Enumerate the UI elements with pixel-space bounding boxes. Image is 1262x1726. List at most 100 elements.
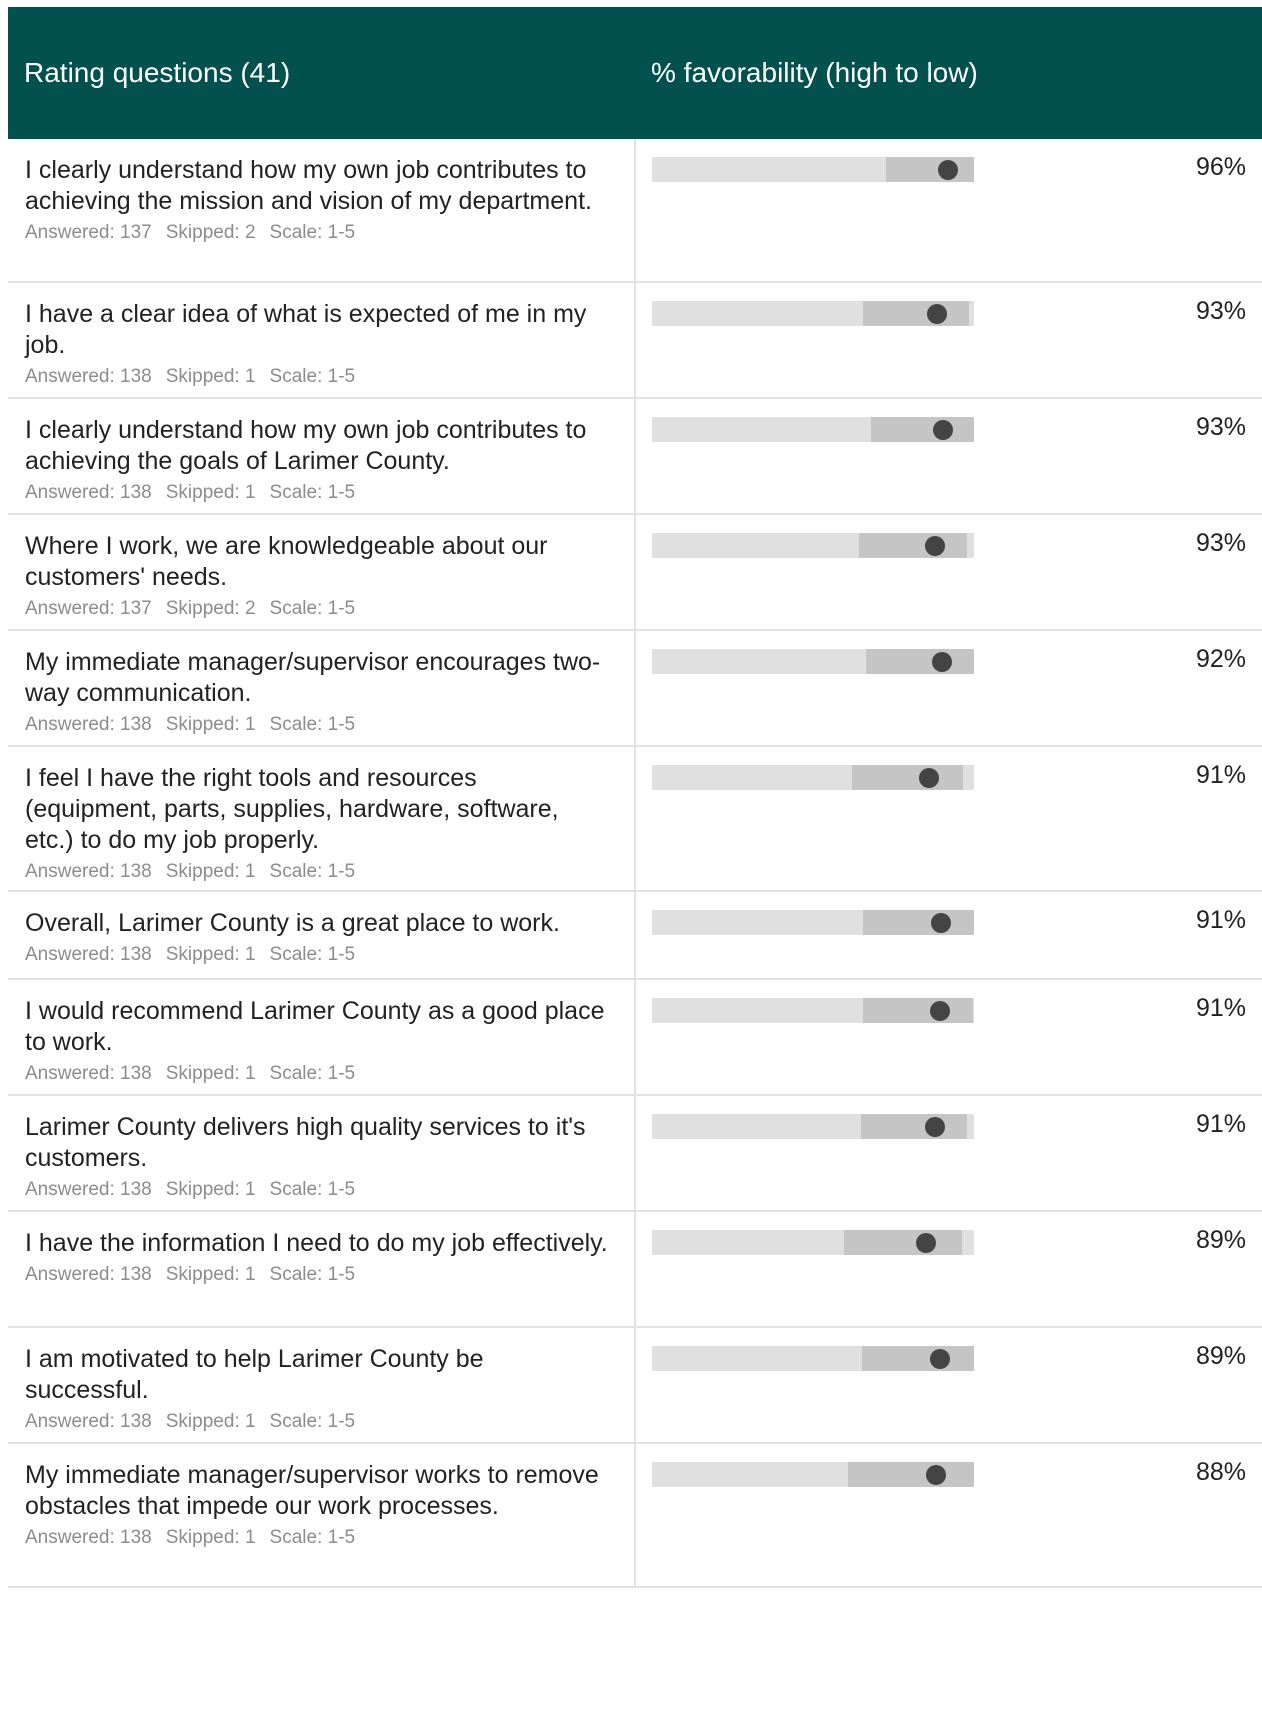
- question-text: I am motivated to help Larimer County be…: [25, 1345, 484, 1404]
- question-cell: I clearly understand how my own job cont…: [8, 399, 636, 513]
- question-meta: Answered: 138 Skipped: 1 Scale: 1-5: [25, 481, 614, 505]
- table-row: My immediate manager/supervisor works to…: [8, 1444, 1262, 1588]
- skipped-count: Skipped: 1: [165, 482, 256, 503]
- skipped-count: Skipped: 1: [165, 714, 256, 735]
- question-cell: My immediate manager/supervisor works to…: [8, 1444, 636, 1586]
- favorability-bar-track: [652, 301, 974, 326]
- table-row: My immediate manager/supervisor encourag…: [8, 631, 1262, 747]
- question-cell: My immediate manager/supervisor encourag…: [8, 631, 636, 745]
- question-meta: Answered: 138 Skipped: 1 Scale: 1-5: [25, 1178, 614, 1202]
- favorability-bar-range: [861, 1346, 974, 1371]
- skipped-count: Skipped: 2: [165, 222, 256, 243]
- skipped-count: Skipped: 1: [165, 1179, 256, 1200]
- question-cell: Larimer County delivers high quality ser…: [8, 1096, 636, 1210]
- favorability-percent: 91%: [1195, 906, 1246, 934]
- favorability-dot: [930, 1348, 951, 1369]
- favorability-percent: 91%: [1195, 761, 1246, 789]
- question-text: Larimer County delivers high quality ser…: [25, 1113, 586, 1172]
- question-cell: Overall, Larimer County is a great place…: [8, 892, 636, 978]
- favorability-percent: 92%: [1195, 645, 1246, 673]
- table-row: I have the information I need to do my j…: [8, 1212, 1262, 1328]
- scale-count: Scale: 1-5: [269, 482, 356, 503]
- skipped-count: Skipped: 1: [165, 944, 256, 965]
- favorability-bar-range: [862, 910, 974, 935]
- favorability-cell: 91%: [636, 747, 1262, 890]
- favorability-dot: [926, 1464, 947, 1485]
- answered-count: Answered: 138: [25, 714, 152, 735]
- scale-count: Scale: 1-5: [269, 1179, 356, 1200]
- favorability-percent: 91%: [1195, 994, 1246, 1022]
- question-meta: Answered: 138 Skipped: 1 Scale: 1-5: [25, 1526, 614, 1550]
- favorability-bar-track: [652, 1462, 974, 1487]
- answered-count: Answered: 138: [25, 1411, 152, 1432]
- favorability-column-header: % favorability (high to low): [651, 57, 978, 88]
- table-row: I have a clear idea of what is expected …: [8, 283, 1262, 399]
- favorability-dot: [933, 419, 954, 440]
- question-text: My immediate manager/supervisor encourag…: [25, 648, 601, 707]
- question-meta: Answered: 138 Skipped: 1 Scale: 1-5: [25, 943, 614, 967]
- scale-count: Scale: 1-5: [269, 714, 356, 735]
- question-text: I have the information I need to do my j…: [25, 1229, 608, 1257]
- question-text: I would recommend Larimer County as a go…: [25, 997, 605, 1056]
- scale-count: Scale: 1-5: [269, 1527, 356, 1548]
- favorability-bar-range: [843, 1230, 962, 1255]
- favorability-bar-track: [652, 533, 974, 558]
- table-row: Where I work, we are knowledgeable about…: [8, 515, 1262, 631]
- favorability-dot: [929, 1000, 950, 1021]
- table-row: I feel I have the right tools and resour…: [8, 747, 1262, 892]
- answered-count: Answered: 137: [25, 598, 152, 619]
- questions-column-header: Rating questions (41): [24, 57, 291, 88]
- answered-count: Answered: 138: [25, 1264, 152, 1285]
- favorability-bar-track: [652, 649, 974, 674]
- skipped-count: Skipped: 1: [165, 1411, 256, 1432]
- favorability-cell: 91%: [636, 892, 1262, 978]
- question-meta: Answered: 138 Skipped: 1 Scale: 1-5: [25, 1410, 614, 1434]
- favorability-cell: 88%: [636, 1444, 1262, 1586]
- favorability-cell: 91%: [636, 1096, 1262, 1210]
- favorability-percent: 91%: [1195, 1110, 1246, 1138]
- favorability-percent: 93%: [1195, 529, 1246, 557]
- favorability-bar-track: [652, 765, 974, 790]
- question-cell: I have a clear idea of what is expected …: [8, 283, 636, 397]
- favorability-cell: 92%: [636, 631, 1262, 745]
- question-cell: I clearly understand how my own job cont…: [8, 139, 636, 281]
- scale-count: Scale: 1-5: [269, 598, 356, 619]
- favorability-bar-track: [652, 910, 974, 935]
- question-cell: I have the information I need to do my j…: [8, 1212, 636, 1326]
- favorability-cell: 93%: [636, 515, 1262, 629]
- question-meta: Answered: 138 Skipped: 1 Scale: 1-5: [25, 1062, 614, 1086]
- question-cell: Where I work, we are knowledgeable about…: [8, 515, 636, 629]
- scale-count: Scale: 1-5: [269, 1411, 356, 1432]
- favorability-percent: 89%: [1195, 1342, 1246, 1370]
- answered-count: Answered: 138: [25, 1063, 152, 1084]
- table-body: I clearly understand how my own job cont…: [8, 139, 1262, 1588]
- favorability-cell: 96%: [636, 139, 1262, 281]
- question-text: I feel I have the right tools and resour…: [25, 764, 559, 854]
- table-row: I clearly understand how my own job cont…: [8, 399, 1262, 515]
- scale-count: Scale: 1-5: [269, 944, 356, 965]
- favorability-bar-range: [848, 1462, 974, 1487]
- favorability-dot: [925, 1116, 946, 1137]
- rating-questions-table: Rating questions (41) % favorability (hi…: [8, 7, 1262, 1588]
- favorability-bar-range: [860, 1114, 968, 1139]
- favorability-percent: 89%: [1195, 1226, 1246, 1254]
- answered-count: Answered: 137: [25, 222, 152, 243]
- skipped-count: Skipped: 1: [165, 366, 256, 387]
- question-cell: I am motivated to help Larimer County be…: [8, 1328, 636, 1442]
- favorability-dot: [924, 535, 945, 556]
- question-meta: Answered: 138 Skipped: 1 Scale: 1-5: [25, 713, 614, 737]
- favorability-dot: [916, 1232, 937, 1253]
- table-row: I am motivated to help Larimer County be…: [8, 1328, 1262, 1444]
- favorability-bar-range: [865, 649, 974, 674]
- table-header: Rating questions (41) % favorability (hi…: [8, 7, 1262, 139]
- favorability-dot: [931, 651, 952, 672]
- favorability-cell: 89%: [636, 1212, 1262, 1326]
- favorability-percent: 93%: [1195, 413, 1246, 441]
- question-text: My immediate manager/supervisor works to…: [25, 1461, 599, 1520]
- question-cell: I would recommend Larimer County as a go…: [8, 980, 636, 1094]
- question-meta: Answered: 138 Skipped: 1 Scale: 1-5: [25, 1263, 614, 1287]
- scale-count: Scale: 1-5: [269, 366, 356, 387]
- favorability-dot: [926, 303, 947, 324]
- table-row: I would recommend Larimer County as a go…: [8, 980, 1262, 1096]
- question-meta: Answered: 138 Skipped: 1 Scale: 1-5: [25, 365, 614, 389]
